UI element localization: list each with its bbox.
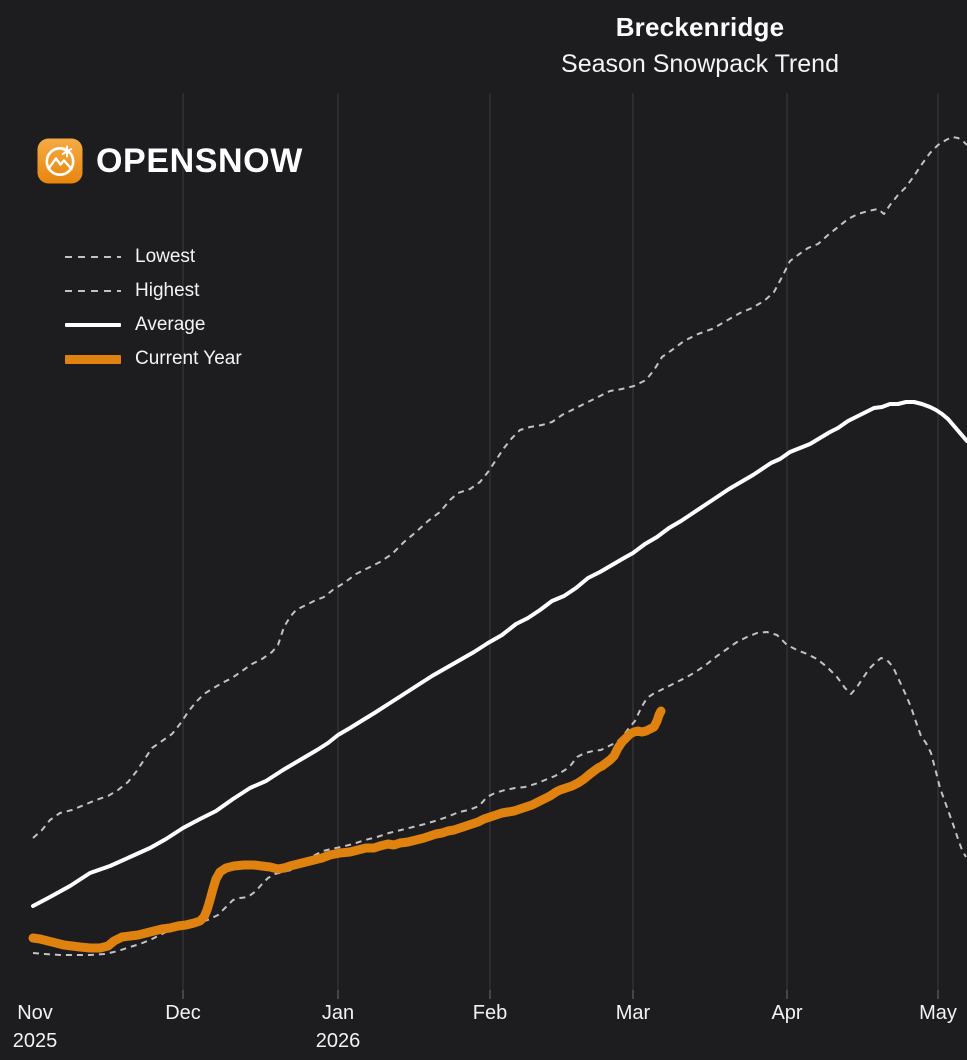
legend-label-average: Average <box>135 314 206 335</box>
legend-item-average: Average <box>65 308 242 342</box>
opensnow-logo: OPENSNOW <box>37 138 303 184</box>
legend-label-highest: Highest <box>135 280 200 301</box>
legend-label-current-year: Current Year <box>135 348 242 369</box>
legend-item-current-year: Current Year <box>65 342 242 376</box>
series-current-year <box>28 706 666 953</box>
chart-title-block: Breckenridge Season Snowpack Trend <box>455 12 945 80</box>
opensnow-wordmark: OPENSNOW <box>96 141 303 180</box>
resort-title: Breckenridge <box>615 12 785 42</box>
series-average <box>31 400 967 908</box>
series-lowest <box>32 631 967 956</box>
legend-item-lowest: Lowest <box>65 240 242 274</box>
legend-swatch-current-year-line <box>65 354 121 364</box>
legend-swatch-average-solid-line <box>65 323 121 327</box>
legend-swatch-lowest-dashed-line <box>65 256 121 258</box>
chart-subtitle: Season Snowpack Trend <box>561 50 839 79</box>
legend-item-highest: Highest <box>65 274 242 308</box>
chart-legend: Lowest Highest Average Current Year <box>65 240 242 376</box>
legend-swatch-highest-dashed-line <box>65 290 121 292</box>
opensnow-globe-snowflake-icon <box>37 138 83 184</box>
legend-label-lowest: Lowest <box>135 246 196 267</box>
series-highest <box>32 136 967 839</box>
